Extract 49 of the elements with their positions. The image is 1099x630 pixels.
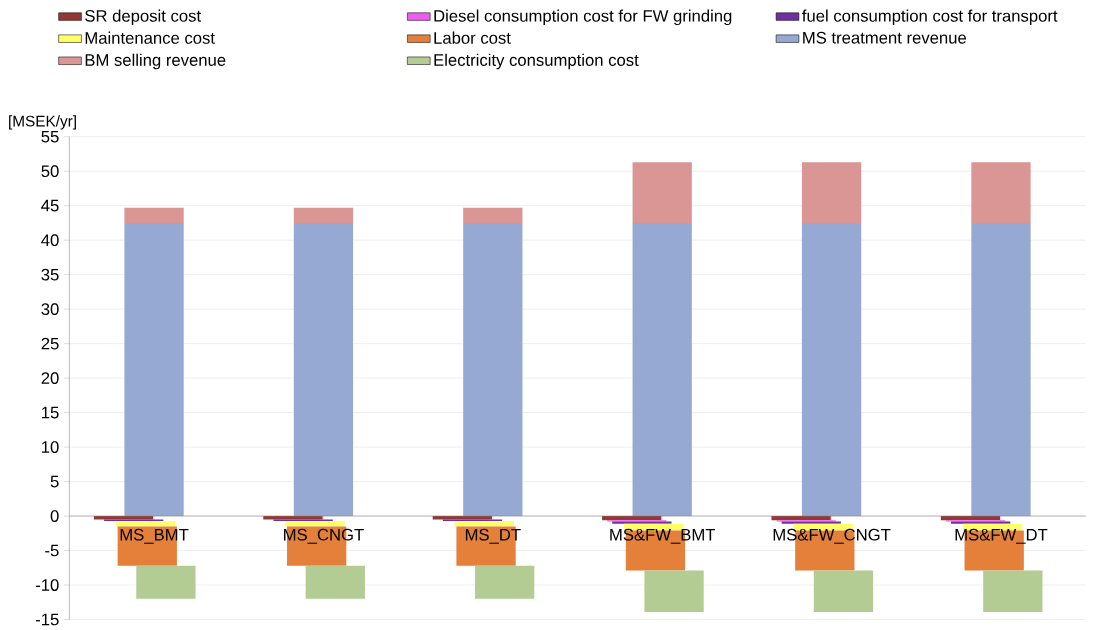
bar [124,207,184,224]
y-tick-label: 55 [41,131,59,143]
bar [971,223,1031,517]
bar [971,162,1031,224]
bar [293,207,354,224]
bar [951,521,1011,524]
y-tick-label: 50 [41,165,59,178]
legend-label: MS treatment revenue [803,31,967,44]
y-tick-label: 15 [42,406,59,419]
bar [801,223,862,517]
legend-label: fuel consumption cost for transport [802,9,1058,26]
legend-label: SR deposit cost [85,9,201,26]
legend-label: Electricity consumption cost [434,53,639,70]
y-axis-title: [MSEK/yr] [9,115,76,130]
bar [475,565,535,599]
y-tick-label: 45 [41,199,59,212]
y-tick-label: -10 [35,579,59,592]
bar [983,570,1043,613]
bar [463,207,523,224]
bar [644,570,704,613]
bar [813,570,874,613]
y-tick-label: 30 [41,303,59,316]
legend-label: BM selling revenue [85,53,226,70]
legend-label: Diesel consumption cost for FW grinding [434,9,732,26]
y-tick-label: 5 [50,475,59,488]
bar [305,565,365,599]
bar [612,521,672,524]
legend-label: Maintenance cost [85,31,215,44]
bar [454,521,514,527]
y-tick-label: 10 [42,441,59,454]
bar [115,521,176,527]
bar [781,521,841,524]
bar [136,565,196,599]
y-tick-label: 40 [41,234,59,247]
bar [463,223,523,517]
bar [801,162,862,224]
bar [124,223,184,517]
y-tick-label: -15 [35,613,59,626]
y-tick-label: 25 [41,337,59,350]
legend-label: Labor cost [434,31,511,44]
y-tick-label: 35 [41,268,59,281]
bar [293,223,354,517]
y-tick-label: 0 [50,510,59,523]
bar [632,223,692,517]
x-tick-label: MS&FW_CNGT [773,528,891,544]
bar [285,521,345,527]
y-tick-label: 20 [41,372,59,385]
bar [632,162,692,224]
y-tick-label: -5 [45,544,59,557]
